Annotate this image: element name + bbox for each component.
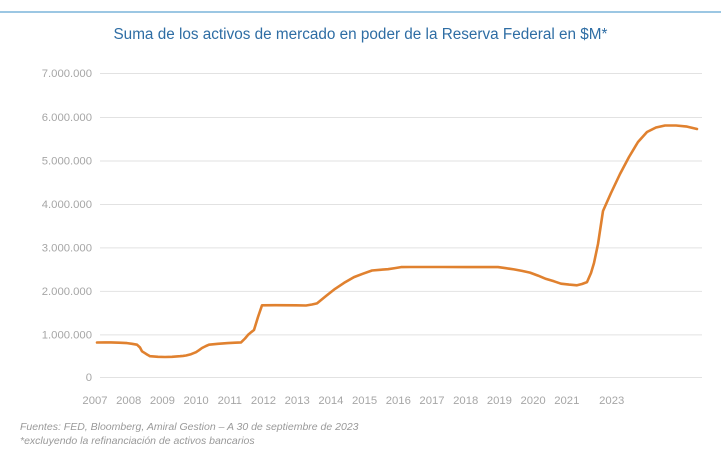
svg-text:2008: 2008 — [116, 395, 141, 407]
svg-text:7.000.000: 7.000.000 — [42, 68, 92, 80]
svg-text:2018: 2018 — [453, 395, 478, 407]
svg-text:0: 0 — [86, 372, 92, 384]
svg-text:2012: 2012 — [251, 395, 276, 407]
svg-text:2017: 2017 — [419, 395, 444, 407]
svg-text:2015: 2015 — [352, 395, 377, 407]
svg-text:1.000.000: 1.000.000 — [42, 329, 92, 341]
svg-text:5.000.000: 5.000.000 — [42, 156, 92, 168]
svg-text:2007: 2007 — [82, 395, 107, 407]
svg-text:2019: 2019 — [487, 395, 512, 407]
svg-text:6.000.000: 6.000.000 — [42, 112, 92, 124]
svg-text:2010: 2010 — [184, 395, 209, 407]
svg-text:2020: 2020 — [521, 395, 546, 407]
svg-text:2021: 2021 — [554, 395, 579, 407]
svg-text:2011: 2011 — [218, 395, 242, 407]
svg-text:2016: 2016 — [386, 395, 411, 407]
svg-text:4.000.000: 4.000.000 — [42, 199, 92, 211]
svg-text:2009: 2009 — [150, 395, 175, 407]
svg-text:3.000.000: 3.000.000 — [42, 242, 92, 254]
svg-text:2013: 2013 — [285, 395, 310, 407]
svg-text:2023: 2023 — [599, 395, 624, 407]
svg-text:2.000.000: 2.000.000 — [42, 286, 92, 298]
svg-text:2014: 2014 — [318, 395, 343, 407]
